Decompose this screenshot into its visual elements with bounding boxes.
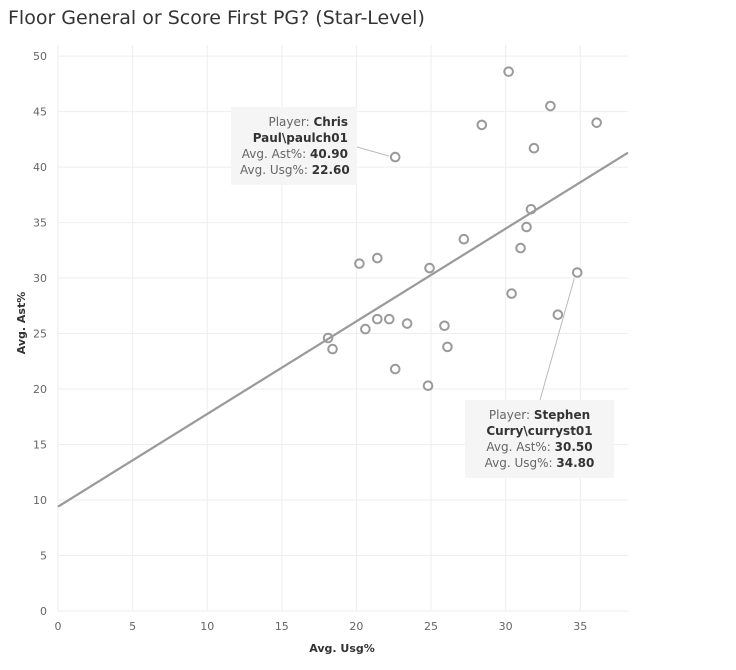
y-tick-label: 0 [40,605,47,618]
data-point[interactable] [521,221,532,233]
data-point[interactable] [360,323,371,335]
data-point-stephen-curry[interactable] [571,267,583,278]
y-tick-label: 30 [33,272,47,285]
y-tick-label: 25 [33,328,47,341]
tooltip-usg-value: 22.60 [311,163,350,177]
tooltip-usg-label: Avg. Usg%: [240,163,312,177]
y-tick-label: 5 [40,550,47,563]
chart-title: Floor General or Score First PG? (Star-L… [8,7,425,29]
data-point[interactable] [322,332,334,344]
y-tick-label: 45 [33,106,47,119]
data-point[interactable] [458,233,470,245]
y-tick-label: 10 [33,494,47,507]
data-point[interactable] [424,262,435,274]
y-axis-title: Avg. Ast% [15,292,28,355]
tooltip-leader-line [539,278,575,401]
data-point[interactable] [525,203,537,215]
tooltip-stephen-curry: Player: Stephen Curry\curryst01 Avg. Ast… [465,400,614,478]
y-tick-label: 35 [33,217,47,230]
data-point[interactable] [327,343,338,355]
data-point[interactable] [528,142,540,154]
data-point[interactable] [515,242,526,254]
tooltip-ast-value: 40.90 [310,147,348,161]
data-point[interactable] [383,313,395,325]
x-tick-label: 25 [424,620,438,633]
data-point[interactable] [422,380,434,392]
tooltip-player-first: Chris [313,115,348,129]
x-tick-label: 35 [573,620,587,633]
trend-line [57,151,629,508]
x-axis-title: Avg. Usg% [309,642,375,655]
tooltip-usg-value: 34.80 [556,456,595,470]
data-point[interactable] [552,309,564,320]
y-tick-label: 50 [33,50,47,63]
y-tick-label: 40 [33,161,47,174]
data-point[interactable] [354,258,365,269]
data-point[interactable] [389,363,401,375]
leader-layer [356,146,575,401]
data-point[interactable] [372,252,383,264]
x-tick-label: 10 [200,620,214,633]
x-tick-label: 0 [55,620,62,633]
data-point[interactable] [401,318,413,329]
x-tick-label: 5 [129,620,136,633]
tooltip-player-id: Paul\paulch01 [252,131,348,145]
tooltip-player-label: Player: [268,115,314,129]
x-tick-label: 30 [499,620,513,633]
tooltip-usg-label: Avg. Usg%: [484,456,557,470]
trend-layer [57,151,629,508]
tooltip-ast-label: Avg. Ast%: [241,147,311,161]
tooltip-leader-line [356,146,390,157]
tooltip-ast-value: 30.50 [554,440,593,454]
data-point[interactable] [476,119,488,131]
tooltip-player-first: Stephen [533,408,591,422]
data-point[interactable] [591,117,602,128]
y-tick-label: 15 [33,439,47,452]
data-point[interactable] [372,313,383,325]
data-point[interactable] [506,288,517,299]
tooltip-chris-paul: Player: Chris Paul\paulch01 Avg. Ast%: 4… [231,107,357,185]
x-tick-label: 20 [349,620,363,633]
tooltip-ast-label: Avg. Ast%: [486,440,555,454]
data-point[interactable] [439,320,450,332]
tooltip-player-id: Curry\curryst01 [486,424,593,438]
data-point[interactable] [503,66,514,77]
data-point[interactable] [545,100,556,112]
point-layer [322,66,602,392]
axis-layer: 0 5 10 15 20 25 30 35 40 45 50 0 5 10 15 20 25 30 35 [33,50,587,633]
data-point-chris-paul[interactable] [389,151,401,163]
y-tick-label: 20 [33,383,47,396]
x-tick-label: 15 [275,620,289,633]
data-point[interactable] [442,341,453,353]
tooltip-player-label: Player: [488,408,534,422]
